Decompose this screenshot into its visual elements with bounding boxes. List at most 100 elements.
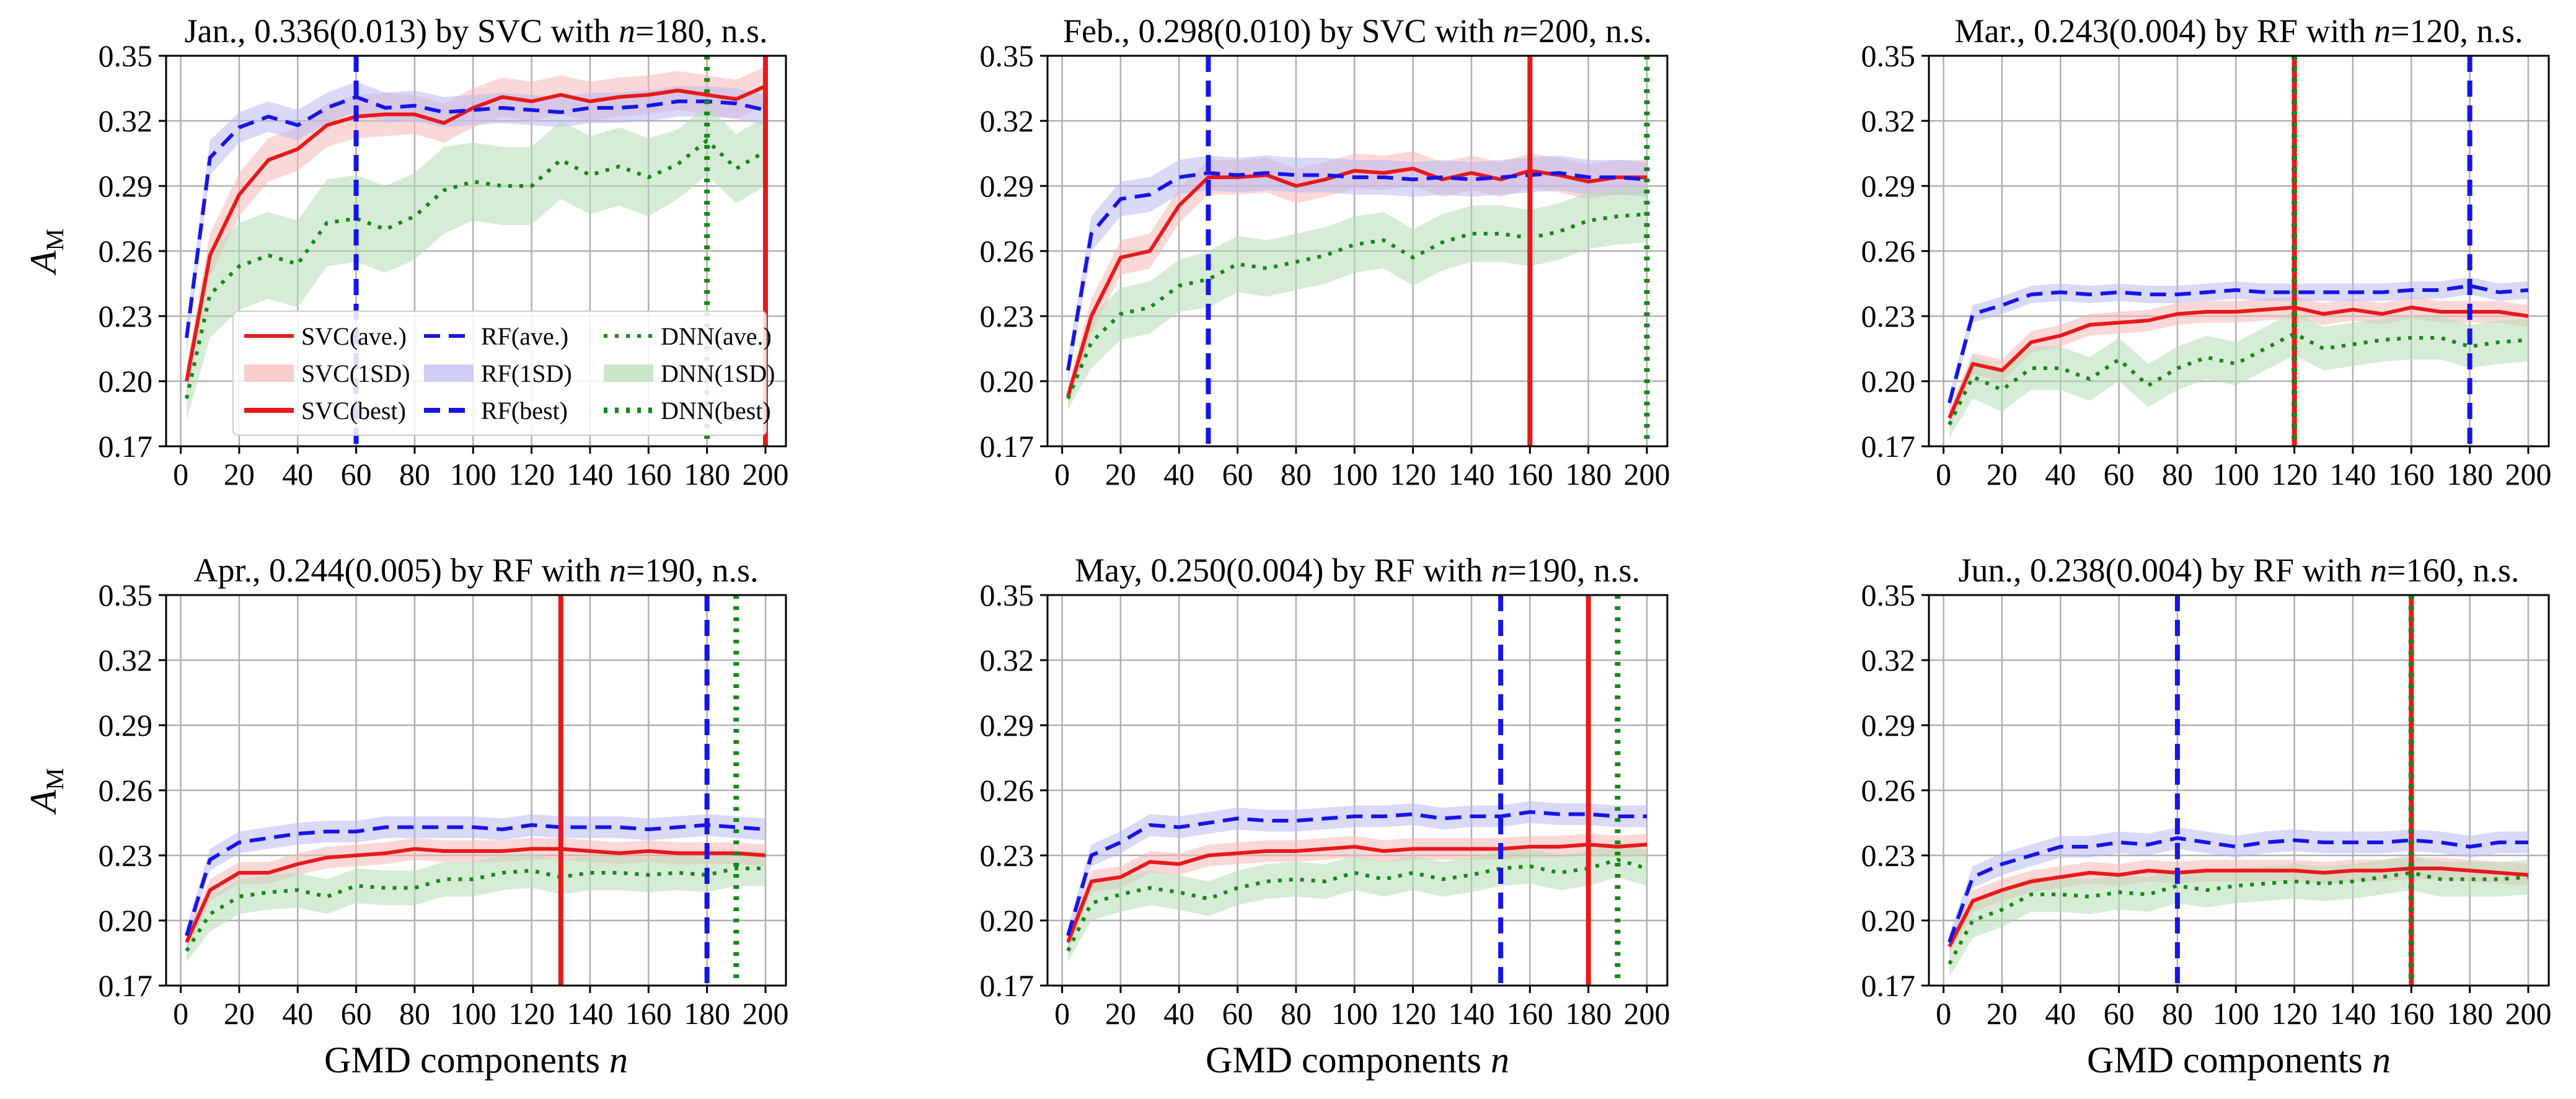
x-tick-label: 80 xyxy=(399,996,430,1031)
rf-mean-line xyxy=(1947,284,2529,404)
x-tick-label: 180 xyxy=(2446,457,2493,492)
y-tick-label: 0.26 xyxy=(99,234,153,268)
dnn-sd-band xyxy=(1949,855,2528,977)
y-tick-label: 0.20 xyxy=(980,364,1034,399)
x-tick-label: 200 xyxy=(1623,996,1670,1031)
x-tick-label: 140 xyxy=(567,457,613,492)
panel-title: May, 0.250(0.004) by RF with n=190, n.s. xyxy=(1075,552,1640,589)
y-tick-label: 0.20 xyxy=(1861,903,1916,938)
panel-title: Jun., 0.238(0.004) by RF with n=160, n.s… xyxy=(1958,552,2519,589)
y-label-main: A xyxy=(23,790,64,815)
x-tick-label: 120 xyxy=(1390,457,1436,492)
y-tick-label: 0.29 xyxy=(980,169,1034,203)
y-tick-label: 0.20 xyxy=(99,364,153,399)
title-var: n xyxy=(1503,12,1520,50)
y-tick-label: 0.17 xyxy=(1861,429,1916,464)
y-tick-label: 0.29 xyxy=(1861,708,1916,743)
x-axis-label: GMD components n xyxy=(1206,1039,1509,1080)
title-text: =120, n.s. xyxy=(2391,12,2523,50)
x-tick-label: 180 xyxy=(1565,996,1612,1031)
legend-label: DNN(1SD) xyxy=(661,360,775,387)
x-label-text: GMD components xyxy=(2087,1039,2372,1080)
title-text: Apr., 0.244(0.005) by RF with xyxy=(194,552,610,589)
x-tick-label: 140 xyxy=(1448,996,1494,1031)
x-tick-label: 40 xyxy=(282,457,313,492)
plot-area xyxy=(1066,56,1650,446)
x-tick-label: 140 xyxy=(1448,457,1494,492)
y-tick-label: 0.23 xyxy=(99,299,153,333)
y-label-main: A xyxy=(23,250,64,276)
title-text: Mar., 0.243(0.004) by RF with xyxy=(1955,12,2375,50)
panel-3: Mar., 0.243(0.004) by RF with n=120, n.s… xyxy=(1861,12,2552,492)
x-tick-label: 140 xyxy=(2329,457,2376,492)
x-tick-label: 120 xyxy=(2271,457,2318,492)
x-tick-label: 160 xyxy=(1507,996,1553,1031)
panel-5: May, 0.250(0.004) by RF with n=190, n.s.… xyxy=(980,552,1670,1080)
rf-mean-line xyxy=(1066,171,1647,371)
y-tick-label: 0.35 xyxy=(980,38,1034,73)
y-tick-label: 0.17 xyxy=(980,968,1034,1003)
dnn-mean-line xyxy=(185,867,765,952)
title-text: Feb., 0.298(0.010) by SVC with xyxy=(1063,12,1503,50)
x-tick-label: 160 xyxy=(1507,457,1553,492)
y-tick-label: 0.17 xyxy=(1861,968,1916,1003)
x-tick-label: 20 xyxy=(1987,457,2018,492)
x-tick-label: 200 xyxy=(1623,457,1670,492)
y-tick-label: 0.20 xyxy=(980,903,1034,938)
legend-label: SVC(1SD) xyxy=(301,360,410,387)
dnn-mean-line xyxy=(1947,332,2529,426)
plot-area xyxy=(185,595,766,986)
y-tick-label: 0.32 xyxy=(1861,643,1916,677)
x-tick-label: 100 xyxy=(2213,996,2259,1031)
panel-title: Mar., 0.243(0.004) by RF with n=120, n.s… xyxy=(1955,12,2523,50)
x-tick-label: 120 xyxy=(508,457,555,492)
x-tick-label: 60 xyxy=(341,996,372,1031)
y-tick-label: 0.32 xyxy=(1861,104,1916,138)
legend-label: SVC(ave.) xyxy=(301,322,407,350)
x-tick-label: 20 xyxy=(1105,996,1136,1031)
y-tick-label: 0.29 xyxy=(1861,169,1916,203)
rf-mean-line xyxy=(1947,836,2528,943)
x-tick-label: 0 xyxy=(1936,996,1951,1031)
rf-sd-band xyxy=(1949,827,2528,951)
panel-title: Apr., 0.244(0.005) by RF with n=190, n.s… xyxy=(194,552,759,589)
x-axis-label: GMD components n xyxy=(324,1039,628,1080)
x-tick-label: 40 xyxy=(2045,996,2076,1031)
y-tick-label: 0.35 xyxy=(99,38,153,73)
x-label-var: n xyxy=(609,1039,628,1080)
x-label-text: GMD components xyxy=(324,1039,609,1080)
title-text: =200, n.s. xyxy=(1520,12,1652,50)
x-tick-label: 60 xyxy=(1222,457,1253,492)
legend-label: DNN(best) xyxy=(661,397,771,425)
y-tick-label: 0.29 xyxy=(99,708,153,743)
panel-title: Feb., 0.298(0.010) by SVC with n=200, n.… xyxy=(1063,12,1652,50)
dnn-sd-band xyxy=(187,105,765,420)
svc-mean-line xyxy=(185,847,766,943)
y-tick-label: 0.23 xyxy=(1861,299,1916,333)
svc-sd-band xyxy=(187,838,765,951)
y-tick-label: 0.35 xyxy=(1861,38,1916,73)
y-tick-label: 0.17 xyxy=(99,968,153,1003)
x-tick-label: 160 xyxy=(2388,457,2435,492)
title-var: n xyxy=(2374,12,2391,50)
plot-area xyxy=(1066,595,1647,986)
panel-title: Jan., 0.336(0.013) by SVC with n=180, n.… xyxy=(185,12,768,50)
y-tick-label: 0.23 xyxy=(980,838,1034,873)
svc-mean-line xyxy=(1947,306,2529,419)
x-tick-label: 180 xyxy=(684,996,730,1031)
y-tick-label: 0.17 xyxy=(99,429,153,464)
y-tick-label: 0.32 xyxy=(980,104,1034,138)
y-tick-label: 0.29 xyxy=(980,708,1034,743)
title-text: =160, n.s. xyxy=(2387,552,2519,589)
x-tick-label: 0 xyxy=(1936,457,1951,492)
x-tick-label: 160 xyxy=(625,996,672,1031)
svc-mean-line xyxy=(1947,867,2529,948)
y-tick-label: 0.23 xyxy=(99,838,153,873)
y-tick-label: 0.20 xyxy=(99,903,153,938)
x-tick-label: 80 xyxy=(1281,996,1312,1031)
x-tick-label: 200 xyxy=(2505,996,2551,1031)
svc-mean-line xyxy=(1066,842,1647,943)
x-label-text: GMD components xyxy=(1206,1039,1491,1080)
x-tick-label: 120 xyxy=(2271,996,2318,1031)
